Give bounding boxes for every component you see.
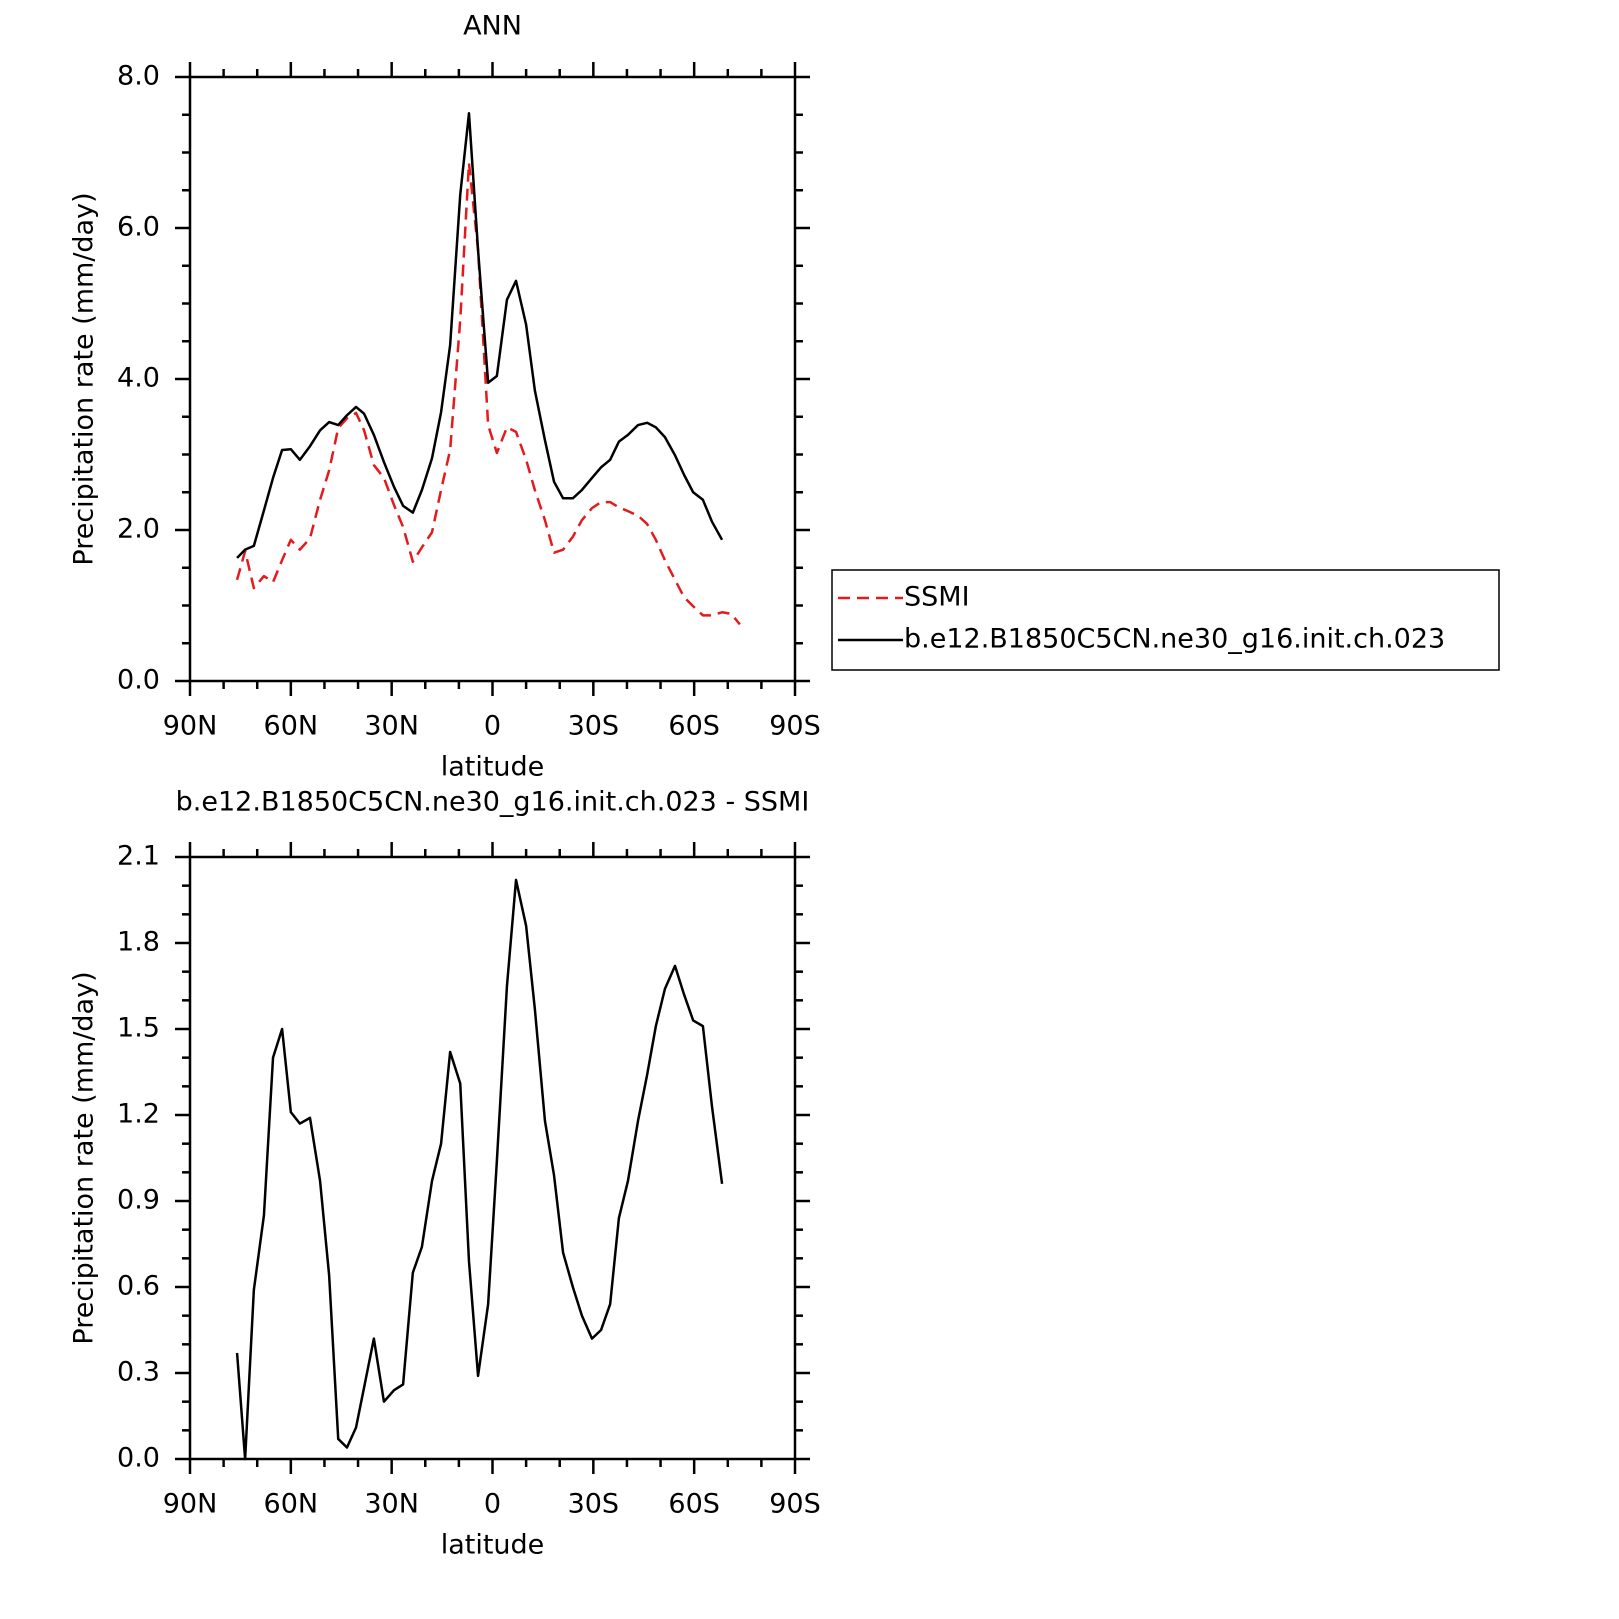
data-line: [236, 111, 724, 559]
x-tick-label: 90N: [163, 711, 218, 742]
y-tick-label: 0.6: [117, 1271, 160, 1302]
x-tick-label: 90S: [769, 711, 821, 742]
x-tick-label: 90N: [163, 1489, 218, 1520]
legend-label: SSMI: [904, 582, 970, 613]
y-tick-label: 0.9: [117, 1185, 160, 1216]
chart-title: b.e12.B1850C5CN.ne30_g16.init.ch.023 - S…: [176, 787, 810, 818]
legend-label: b.e12.B1850C5CN.ne30_g16.init.ch.023: [904, 624, 1445, 655]
x-tick-label: 30S: [568, 711, 620, 742]
x-axis-label: latitude: [441, 1530, 545, 1561]
x-tick-label: 90S: [769, 1489, 821, 1520]
y-tick-label: 0.3: [117, 1357, 160, 1388]
y-tick-label: 2.1: [117, 841, 160, 872]
y-tick-label: 0.0: [117, 665, 160, 696]
plot-frame: [188, 855, 797, 1461]
y-tick-label: 4.0: [117, 363, 160, 394]
x-tick-label: 0: [484, 711, 501, 742]
y-tick-label: 6.0: [117, 212, 160, 243]
y-tick-label: 2.0: [117, 514, 160, 545]
y-axis-label: Precipitation rate (mm/day): [69, 971, 100, 1344]
data-line: [235, 878, 724, 1461]
legend: SSMI b.e12.B1850C5CN.ne30_g16.init.ch.023: [831, 569, 1500, 671]
x-axis-label: latitude: [441, 752, 545, 783]
x-tick-label: 0: [484, 1489, 501, 1520]
x-tick-label: 60N: [264, 711, 319, 742]
x-tick-label: 30S: [568, 1489, 620, 1520]
plot-frame: [188, 75, 797, 683]
data-line: [235, 161, 741, 626]
y-axis-label: Precipitation rate (mm/day): [69, 192, 100, 565]
x-tick-label: 60N: [264, 1489, 319, 1520]
y-tick-label: 0.0: [117, 1443, 160, 1474]
x-tick-label: 30N: [364, 711, 419, 742]
legend-box: [831, 569, 1500, 671]
x-tick-label: 30N: [364, 1489, 419, 1520]
x-tick-label: 60S: [668, 711, 720, 742]
x-tick-label: 60S: [668, 1489, 720, 1520]
y-tick-label: 1.5: [117, 1013, 160, 1044]
chart-title: ANN: [463, 11, 522, 42]
y-tick-label: 1.2: [117, 1099, 160, 1130]
y-tick-label: 8.0: [117, 61, 160, 92]
y-tick-label: 1.8: [117, 927, 160, 958]
